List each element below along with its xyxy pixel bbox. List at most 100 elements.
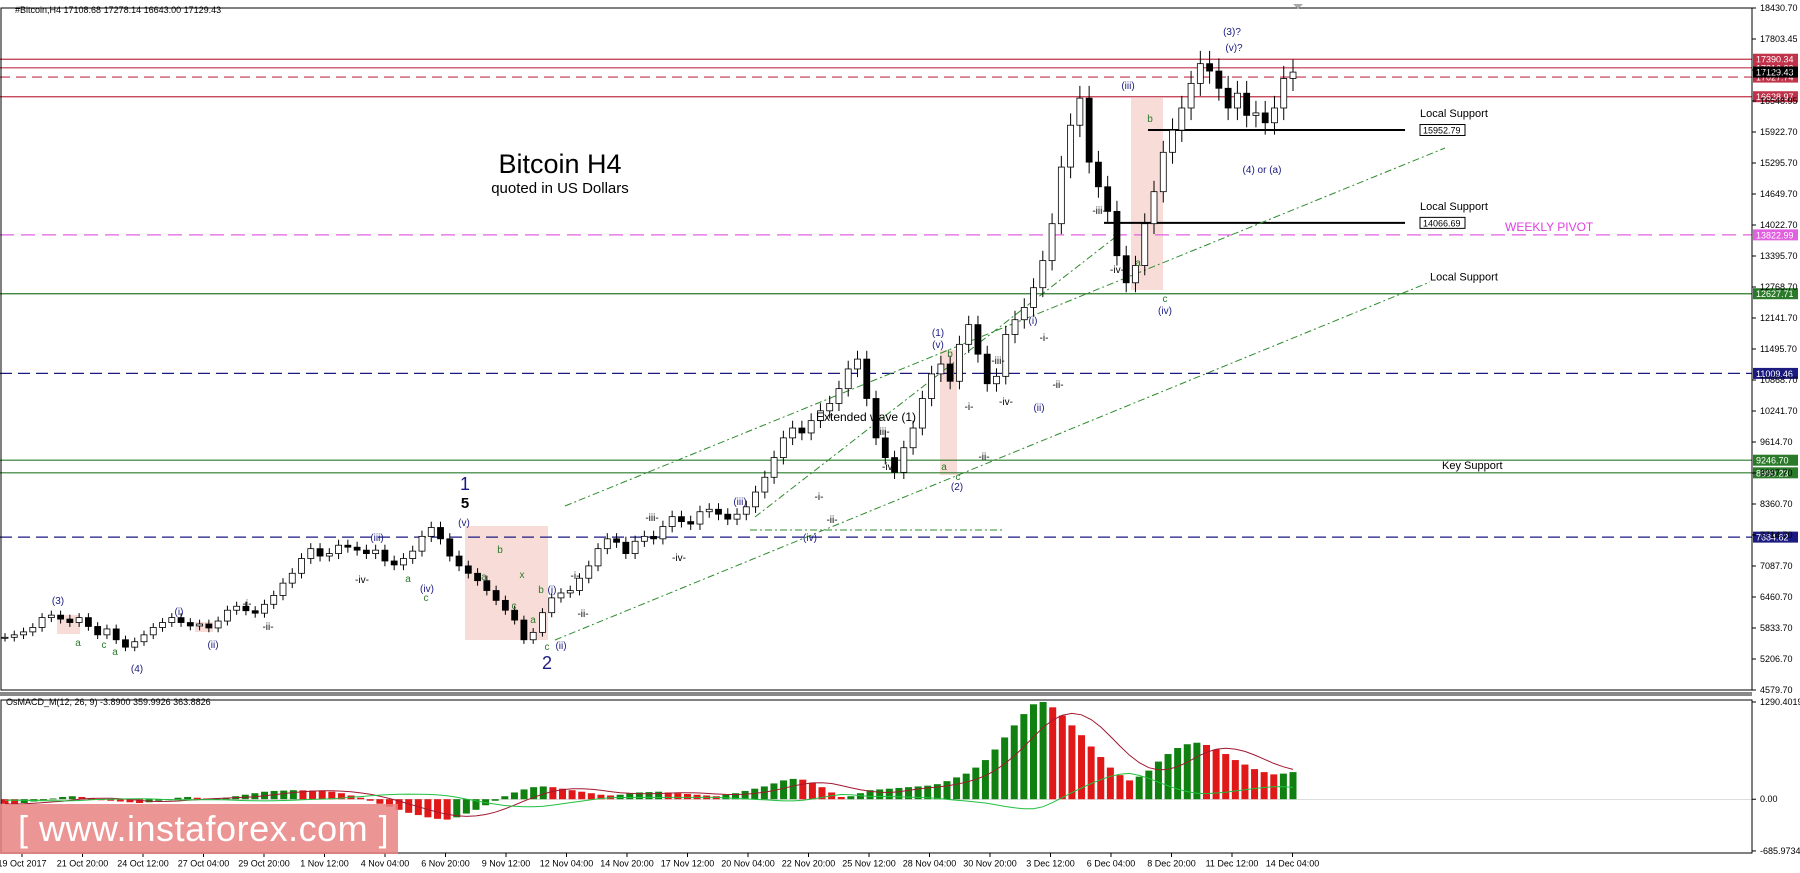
candle-bull	[335, 544, 342, 554]
osc-bar	[453, 799, 461, 818]
candle-bull	[909, 427, 917, 449]
wave-label: b	[538, 585, 544, 596]
wave-label: a	[75, 638, 81, 649]
candle-bull	[1150, 191, 1158, 225]
candle-bear	[622, 541, 630, 554]
x-tick-label: 6 Nov 20:00	[421, 858, 470, 868]
wave-label: -i-	[1040, 333, 1049, 344]
wave-label: (4)	[131, 664, 143, 675]
highlight-zone	[195, 622, 213, 632]
candle-bull	[1280, 78, 1288, 109]
candle-bull	[1169, 129, 1176, 153]
candle-bull	[965, 324, 973, 345]
candle-bear	[177, 617, 185, 623]
level-caption: Local Support	[1420, 201, 1488, 213]
candle-bull	[1196, 63, 1204, 84]
osc-bar	[924, 785, 932, 800]
osc-bar	[520, 789, 528, 800]
osc-bar	[491, 799, 499, 801]
osc-y-tick-label: -685.9734	[1760, 846, 1800, 856]
osc-bar	[1202, 744, 1210, 800]
wave-label: a	[112, 647, 118, 658]
candle-bull	[418, 535, 426, 552]
wave-label: -ii-	[262, 622, 273, 633]
y-tick-label: 12141.70	[1760, 313, 1798, 323]
wave-label: -i-	[243, 599, 252, 610]
candle-bear	[242, 605, 250, 612]
candle-bull	[557, 592, 565, 599]
wave-label: (i)	[1029, 316, 1038, 327]
osc-bar	[309, 790, 317, 800]
candle-bull	[427, 527, 435, 537]
wave-label: c	[512, 601, 517, 612]
x-tick-label: 3 Dec 12:00	[1026, 858, 1075, 868]
wave-label: (iv)	[1158, 306, 1172, 317]
level-tag	[1753, 367, 1798, 379]
chart-title: Bitcoin H4	[498, 149, 621, 179]
candle-bear	[483, 580, 491, 591]
osc-bar	[1126, 780, 1134, 800]
osc-bar	[39, 799, 47, 801]
y-tick-label: 15295.70	[1760, 158, 1798, 168]
candle-bear	[390, 560, 398, 566]
osc-bar	[664, 792, 672, 800]
candle-bull	[779, 437, 787, 458]
wave-label: (ii)	[207, 640, 218, 651]
osc-bar	[549, 787, 557, 800]
osc-bar	[914, 786, 922, 800]
candle-bull	[307, 548, 315, 559]
x-tick-label: 9 Nov 12:00	[482, 858, 531, 868]
candle-bear	[205, 623, 213, 629]
osc-bar	[174, 797, 182, 800]
osc-bar	[789, 778, 797, 800]
wave-label: b	[947, 349, 953, 360]
wave-label: -i-	[965, 402, 974, 413]
wave-label: c	[1163, 294, 1168, 305]
osc-bar	[385, 799, 393, 807]
candle-bear	[872, 398, 880, 439]
candle-bear	[446, 538, 454, 557]
osc-bar	[328, 791, 336, 800]
y-tick-label: 14022.70	[1760, 220, 1798, 230]
candle-bull	[298, 558, 305, 574]
osc-bar	[1212, 749, 1220, 800]
candle-bull	[548, 597, 556, 614]
level-tag	[1419, 216, 1466, 229]
level-tag	[1753, 91, 1798, 103]
candle-bear	[122, 639, 129, 648]
wave-label: (ii)	[555, 641, 566, 652]
candle-bull	[993, 375, 1000, 385]
candle-bear	[1095, 161, 1102, 188]
candle-bull	[372, 549, 380, 554]
candle-bull	[631, 540, 639, 554]
candle-bear	[344, 544, 352, 548]
candle-bull	[233, 605, 241, 611]
candle-bull	[1048, 223, 1056, 262]
candle-bull	[789, 427, 797, 439]
osc-bar	[856, 793, 864, 800]
osc-bar	[136, 799, 144, 804]
candle-bear	[455, 555, 463, 567]
candle-bull	[1141, 223, 1149, 266]
osc-bar	[905, 787, 913, 800]
candle-bull	[900, 447, 908, 473]
candle-bear	[501, 599, 509, 611]
candle-bear	[1122, 255, 1130, 284]
candle-bull	[1076, 97, 1084, 126]
osc-bar	[751, 788, 759, 800]
level-tag-label: 17390.34	[1756, 55, 1794, 65]
candle-bull	[270, 595, 278, 605]
osc-bar	[780, 780, 788, 800]
highlight-zone	[57, 615, 80, 634]
level-tag	[1753, 53, 1798, 65]
y-tick-label: 10868.70	[1760, 375, 1798, 385]
osc-bar	[1020, 714, 1028, 800]
candle-bull	[603, 538, 611, 550]
osc-bar	[530, 787, 538, 800]
candle-bear	[66, 618, 74, 623]
wave-label: c	[424, 593, 429, 604]
osc-bar	[1222, 754, 1230, 800]
y-tick-label: 4579.70	[1760, 685, 1793, 695]
